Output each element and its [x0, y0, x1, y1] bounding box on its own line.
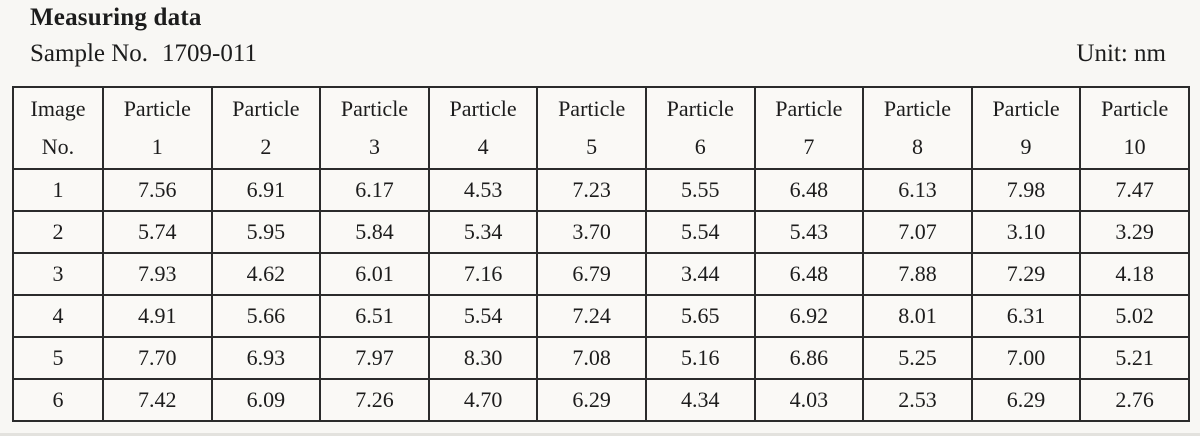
value-cell: 2.76	[1079, 378, 1190, 422]
value-cell: 5.16	[644, 336, 756, 380]
value-cell: 7.07	[862, 210, 973, 254]
value-cell: 5.65	[644, 294, 756, 338]
value-cell: 4.18	[1079, 252, 1190, 296]
value-cell: 4.91	[102, 294, 213, 338]
value-cell: 8.30	[427, 336, 539, 380]
col-header-image-no: Image No.	[12, 86, 104, 170]
image-no-cell: 1	[12, 168, 104, 212]
value-cell: 7.26	[319, 378, 430, 422]
value-cell: 7.24	[536, 294, 647, 338]
value-cell: 7.29	[970, 252, 1082, 296]
table-row: 3 7.93 4.62 6.01 7.16 6.79 3.44 6.48 7.88 7.29 4.1…	[12, 252, 1190, 296]
value-cell: 6.48	[753, 252, 865, 296]
value-cell: 6.91	[210, 168, 322, 212]
col-header-particle-5: Particle 5	[536, 86, 647, 170]
value-cell: 5.02	[1079, 294, 1190, 338]
value-cell: 3.44	[644, 252, 756, 296]
image-no-cell: 4	[12, 294, 104, 338]
value-cell: 7.70	[102, 336, 213, 380]
value-cell: 6.48	[753, 168, 865, 212]
value-cell: 3.29	[1079, 210, 1190, 254]
table-row: 6 7.42 6.09 7.26 4.70 6.29 4.34 4.03 2.53 6.29 2.7…	[12, 378, 1190, 422]
value-cell: 7.47	[1079, 168, 1190, 212]
col-header-particle-4: Particle 4	[427, 86, 539, 170]
col-header-particle-1: Particle 1	[102, 86, 213, 170]
col-header-particle-10: Particle 10	[1079, 86, 1190, 170]
col-header-particle-2: Particle 2	[210, 86, 322, 170]
table-body: 1 7.56 6.91 6.17 4.53 7.23 5.55 6.48 6.13 7.98 7.4…	[12, 168, 1190, 422]
col-header-particle-9: Particle 9	[970, 86, 1082, 170]
value-cell: 6.29	[536, 378, 647, 422]
col-header-particle-8: Particle 8	[862, 86, 973, 170]
value-cell: 6.01	[319, 252, 430, 296]
value-cell: 4.62	[210, 252, 322, 296]
sample-number-line: Sample No. 1709-011	[30, 40, 257, 68]
value-cell: 5.54	[644, 210, 756, 254]
image-no-cell: 2	[12, 210, 104, 254]
value-cell: 4.34	[644, 378, 756, 422]
scan-edge-artifact	[0, 433, 1200, 436]
value-cell: 5.25	[862, 336, 973, 380]
table-row: 1 7.56 6.91 6.17 4.53 7.23 5.55 6.48 6.13 7.98 7.4…	[12, 168, 1190, 212]
value-cell: 6.29	[970, 378, 1082, 422]
value-cell: 4.03	[753, 378, 865, 422]
value-cell: 5.55	[644, 168, 756, 212]
value-cell: 6.51	[319, 294, 430, 338]
value-cell: 3.10	[970, 210, 1082, 254]
image-no-cell: 3	[12, 252, 104, 296]
table-row: 2 5.74 5.95 5.84 5.34 3.70 5.54 5.43 7.07 3.10 3.2…	[12, 210, 1190, 254]
value-cell: 6.92	[753, 294, 865, 338]
value-cell: 7.97	[319, 336, 430, 380]
value-cell: 2.53	[862, 378, 973, 422]
sample-number-value: 1709-011	[162, 40, 257, 67]
value-cell: 7.00	[970, 336, 1082, 380]
page-title: Measuring data	[30, 4, 202, 31]
value-cell: 4.70	[427, 378, 539, 422]
col-header-particle-3: Particle 3	[319, 86, 430, 170]
value-cell: 5.95	[210, 210, 322, 254]
value-cell: 6.93	[210, 336, 322, 380]
value-cell: 6.31	[970, 294, 1082, 338]
unit-label: Unit: nm	[1076, 40, 1166, 67]
value-cell: 8.01	[862, 294, 973, 338]
value-cell: 7.42	[102, 378, 213, 422]
value-cell: 5.43	[753, 210, 865, 254]
value-cell: 5.34	[427, 210, 539, 254]
value-cell: 5.21	[1079, 336, 1190, 380]
value-cell: 7.08	[536, 336, 647, 380]
value-cell: 6.17	[319, 168, 430, 212]
value-cell: 6.86	[753, 336, 865, 380]
value-cell: 7.93	[102, 252, 213, 296]
value-cell: 7.98	[970, 168, 1082, 212]
value-cell: 7.23	[536, 168, 647, 212]
value-cell: 6.13	[862, 168, 973, 212]
col-header-particle-6: Particle 6	[644, 86, 756, 170]
value-cell: 7.56	[102, 168, 213, 212]
value-cell: 7.88	[862, 252, 973, 296]
value-cell: 6.09	[210, 378, 322, 422]
value-cell: 5.84	[319, 210, 430, 254]
value-cell: 5.54	[427, 294, 539, 338]
value-cell: 4.53	[427, 168, 539, 212]
sample-number-label: Sample No.	[30, 40, 149, 67]
image-no-cell: 5	[12, 336, 104, 380]
value-cell: 6.79	[536, 252, 647, 296]
col-header-particle-7: Particle 7	[753, 86, 865, 170]
table-row: 4 4.91 5.66 6.51 5.54 7.24 5.65 6.92 8.01 6.31 5.0…	[12, 294, 1190, 338]
value-cell: 7.16	[427, 252, 539, 296]
value-cell: 5.66	[210, 294, 322, 338]
table-row: 5 7.70 6.93 7.97 8.30 7.08 5.16 6.86 5.25 7.00 5.2…	[12, 336, 1190, 380]
value-cell: 5.74	[102, 210, 213, 254]
value-cell: 3.70	[536, 210, 647, 254]
image-no-cell: 6	[12, 378, 104, 422]
